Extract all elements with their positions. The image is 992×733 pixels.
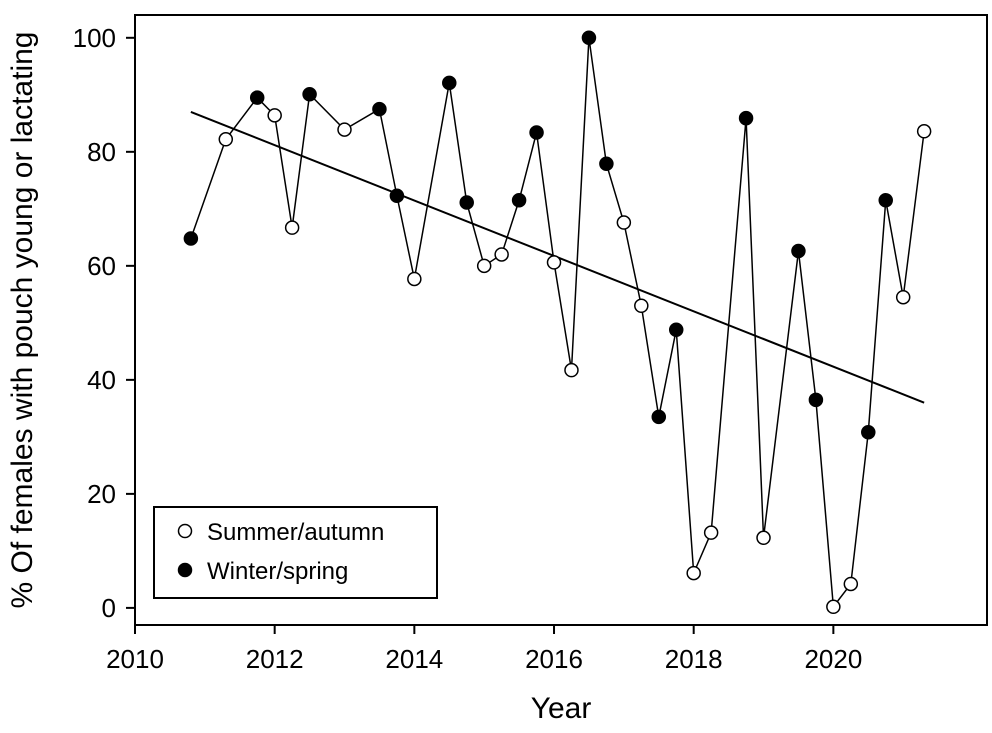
plot-frame	[134, 14, 988, 626]
winter-spring-point	[372, 101, 387, 117]
winter-spring-point	[599, 156, 614, 172]
data-markers	[183, 30, 932, 615]
legend-label-winter-spring: Winter/spring	[207, 558, 348, 585]
winter-spring-point	[511, 193, 527, 208]
y-tick-label: 80	[87, 137, 116, 167]
summer-autumn-point	[476, 258, 492, 274]
summer-autumn-point	[284, 220, 300, 235]
summer-autumn-point	[546, 255, 562, 270]
winter-spring-point	[668, 322, 684, 337]
y-axis-title: % Of females with pouch young or lactati…	[6, 32, 39, 609]
summer-autumn-point	[703, 525, 719, 540]
summer-autumn-point	[267, 108, 282, 123]
series-connector-line	[190, 37, 925, 609]
winter-spring-point	[529, 125, 544, 140]
y-tick-label: 40	[87, 365, 116, 395]
summer-autumn-point	[686, 565, 701, 581]
summer-autumn-point	[494, 247, 509, 262]
x-tick-label: 2014	[385, 644, 443, 674]
summer-autumn-point	[616, 215, 632, 230]
legend-label-summer-autumn: Summer/autumn	[207, 519, 384, 546]
winter-spring-point	[302, 86, 317, 102]
winter-spring-point	[791, 243, 806, 259]
legend-marker-summer-autumn	[177, 523, 193, 539]
y-tick-label: 0	[102, 593, 116, 623]
winter-spring-point	[878, 193, 893, 208]
summer-autumn-point	[564, 362, 579, 378]
winter-spring-point	[459, 195, 474, 210]
x-tick-label: 2016	[525, 644, 583, 674]
y-axis-ticks: 0 20 40 60 80 100	[73, 23, 135, 623]
legend-box	[153, 506, 438, 599]
winter-spring-point	[861, 425, 876, 440]
y-tick-label: 100	[73, 23, 116, 53]
summer-autumn-point	[634, 298, 649, 313]
winter-spring-point	[249, 90, 265, 105]
summer-autumn-point	[218, 132, 234, 147]
summer-autumn-point	[843, 576, 859, 592]
x-tick-label: 2010	[106, 644, 164, 674]
summer-autumn-point	[826, 599, 841, 615]
summer-autumn-point	[895, 289, 911, 305]
winter-spring-point	[651, 409, 667, 425]
x-tick-label: 2020	[804, 644, 862, 674]
x-axis-title: Year	[531, 692, 592, 725]
winter-spring-point	[389, 188, 405, 203]
x-tick-label: 2012	[246, 644, 304, 674]
legend: Summer/autumn Winter/spring	[153, 506, 438, 599]
x-tick-label: 2018	[665, 644, 723, 674]
axes: 2010 2012 2014 2016 2018 2020 0 20 40 60 80 100	[73, 14, 988, 674]
summer-autumn-point	[916, 124, 932, 139]
winter-spring-point	[581, 30, 597, 46]
winter-spring-point	[183, 231, 199, 246]
legend-marker-winter-spring	[177, 562, 193, 578]
summer-autumn-point	[337, 122, 352, 137]
summer-autumn-point	[407, 271, 422, 287]
winter-spring-point	[738, 110, 754, 126]
y-tick-label: 20	[87, 479, 116, 509]
winter-spring-point	[442, 75, 457, 91]
x-axis-ticks: 2010 2012 2014 2016 2018 2020	[106, 625, 862, 674]
y-tick-label: 60	[87, 251, 116, 281]
summer-autumn-point	[756, 530, 771, 546]
winter-spring-point	[808, 392, 824, 408]
